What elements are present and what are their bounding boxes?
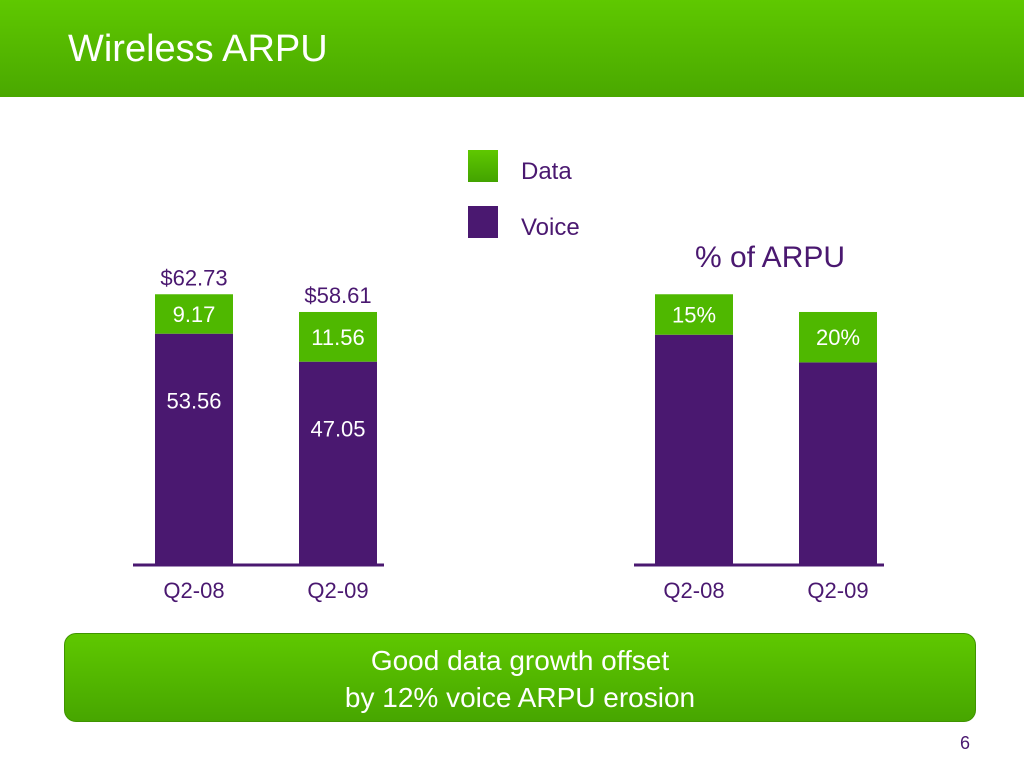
arpu-bar-data-q2-09 — [299, 311, 377, 362]
pct-label-data-q2-09: 20% — [816, 325, 860, 350]
legend-label-data: Data — [521, 158, 572, 185]
pct-bar-data-q2-08 — [655, 294, 733, 335]
pct-tick-label-q2-09: Q2-09 — [807, 578, 868, 603]
percent-chart-title: % of ARPU — [694, 241, 846, 274]
summary-callout: Good data growth offset by 12% voice ARP… — [64, 633, 976, 722]
pct-tick-label-q2-08: Q2-08 — [663, 578, 724, 603]
pct-bar-data-q2-09 — [799, 311, 877, 363]
arpu-total-label-q2-09: $58.61 — [304, 283, 371, 308]
arpu-bar-voice-q2-08 — [155, 333, 233, 564]
pct-bar-voice-q2-09 — [799, 362, 877, 564]
title-bar: Wireless ARPU — [0, 0, 1024, 97]
arpu-bar-data-q2-08 — [155, 294, 233, 334]
arpu-label-data-q2-09: 11.56 — [311, 325, 364, 350]
callout-line-1: Good data growth offset — [370, 645, 670, 676]
arpu-label-voice-q2-08: 53.56 — [166, 389, 221, 414]
arpu-total-label-q2-08: $62.73 — [160, 265, 227, 290]
pct-label-data-q2-08: 15% — [672, 302, 716, 327]
legend-swatch-data — [468, 150, 498, 182]
legend-swatch-voice — [468, 206, 498, 238]
pct-bar-voice-q2-08 — [655, 334, 733, 564]
arpu-tick-label-q2-08: Q2-08 — [163, 578, 224, 603]
arpu-label-voice-q2-09: 47.05 — [310, 417, 365, 442]
callout-line-2: by 12% voice ARPU erosion — [344, 682, 696, 713]
legend-label-voice: Voice — [521, 214, 580, 241]
arpu-bar-voice-q2-09 — [299, 361, 377, 564]
arpu-tick-label-q2-09: Q2-09 — [307, 578, 368, 603]
page-number: 6 — [959, 733, 970, 753]
slide-title: Wireless ARPU — [68, 28, 328, 70]
arpu-label-data-q2-08: 9.17 — [173, 302, 216, 327]
